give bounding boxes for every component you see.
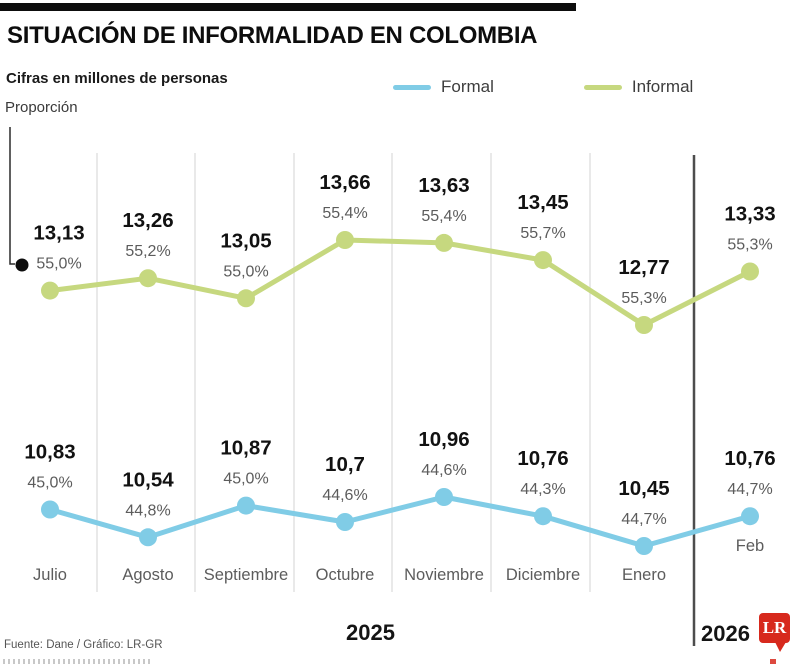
- legend-item-formal: Formal: [393, 77, 494, 97]
- cropped-red-remnant: [770, 659, 776, 664]
- formal-data-point: [635, 537, 653, 555]
- month-label: Octubre: [316, 566, 375, 584]
- informal-value-label: 13,63: [418, 174, 469, 197]
- legend: Formal Informal: [393, 77, 693, 97]
- month-label: Noviembre: [404, 566, 484, 584]
- informal-line: [47, 237, 753, 328]
- formal-value-label: 10,76: [724, 447, 775, 470]
- chart-subtitle: Cifras en millones de personas: [6, 70, 228, 87]
- formal-data-point: [237, 496, 255, 515]
- lr-logo-text: LR: [762, 618, 787, 637]
- legend-label-informal: Informal: [631, 77, 694, 96]
- proportion-pointer-line: [9, 127, 15, 265]
- informal-pct-label: 55,4%: [322, 205, 367, 222]
- month-label: Septiembre: [204, 566, 288, 584]
- month-label: Enero: [622, 566, 666, 584]
- informal-value-label: 13,05: [220, 229, 271, 252]
- legend-label-formal: Formal: [441, 77, 494, 96]
- informal-data-point: [41, 281, 59, 300]
- month-label: Agosto: [122, 566, 173, 584]
- informal-pct-label: 55,3%: [621, 290, 666, 307]
- informal-pct-label: 55,4%: [421, 208, 466, 225]
- informal-data-point: [435, 233, 453, 252]
- formal-line: [47, 494, 753, 549]
- month-label: Diciembre: [506, 566, 580, 584]
- informal-value-label: 13,33: [724, 203, 775, 226]
- formal-value-label: 10,54: [122, 468, 174, 491]
- lr-logo-tail: [775, 642, 786, 652]
- informal-value-label: 13,13: [33, 222, 84, 245]
- formal-pct-label: 44,6%: [421, 462, 466, 479]
- informal-value-label: 13,66: [319, 171, 370, 194]
- formal-pct-label: 44,6%: [322, 487, 367, 504]
- formal-value-label: 10,96: [418, 428, 469, 451]
- proportion-pointer-dot: [15, 258, 29, 272]
- top-accent-bar: [0, 3, 576, 11]
- informal-data-point: [139, 269, 157, 288]
- informal-value-label: 12,77: [618, 256, 669, 279]
- page-title: SITUACIÓN DE INFORMALIDAD EN COLOMBIA: [7, 22, 538, 49]
- formal-pct-label: 45,0%: [27, 475, 72, 492]
- informal-data-point: [741, 262, 759, 281]
- informal-pct-label: 55,0%: [36, 256, 81, 273]
- formal-data-point: [534, 507, 552, 526]
- month-label: Julio: [33, 566, 67, 584]
- informal-pct-label: 55,7%: [520, 225, 565, 242]
- formal-value-label: 10,87: [220, 437, 271, 460]
- formal-value-label: 10,83: [24, 441, 75, 464]
- formal-pct-label: 44,7%: [621, 511, 666, 528]
- formal-data-point: [139, 528, 157, 547]
- formal-data-point: [435, 488, 453, 506]
- formal-data-point: [741, 507, 759, 526]
- informal-pct-label: 55,3%: [727, 237, 772, 254]
- formal-pct-label: 44,3%: [520, 481, 565, 498]
- informal-data-point: [635, 316, 653, 334]
- cropped-text-remnant: [3, 659, 153, 664]
- formal-pct-label: 44,8%: [125, 502, 170, 519]
- proportion-label: Proporción: [5, 99, 78, 116]
- informal-line-swatch: [583, 84, 622, 90]
- informal-value-label: 13,45: [517, 191, 568, 214]
- informal-pct-label: 55,0%: [223, 263, 268, 280]
- formal-value-label: 10,7: [325, 453, 365, 476]
- source-credit: Fuente: Dane / Gráfico: LR-GR: [4, 639, 163, 651]
- formal-pct-label: 45,0%: [223, 471, 268, 488]
- informal-data-point: [237, 289, 255, 308]
- formal-data-point: [336, 513, 354, 531]
- month-label: Feb: [736, 537, 764, 555]
- lr-logo: LR: [759, 613, 790, 652]
- informal-data-point: [336, 231, 354, 249]
- informal-value-label: 13,26: [122, 209, 173, 232]
- formal-pct-label: 44,7%: [727, 481, 772, 498]
- informal-data-point: [534, 251, 552, 270]
- year-label-2025: 2025: [346, 620, 395, 645]
- year-label-2026: 2026: [701, 621, 750, 646]
- legend-item-informal: Informal: [583, 77, 694, 97]
- formal-value-label: 10,45: [618, 477, 669, 500]
- formal-data-point: [41, 500, 59, 519]
- formal-value-label: 10,76: [517, 447, 568, 470]
- informal-pct-label: 55,2%: [125, 243, 170, 260]
- formal-line-swatch: [393, 84, 431, 90]
